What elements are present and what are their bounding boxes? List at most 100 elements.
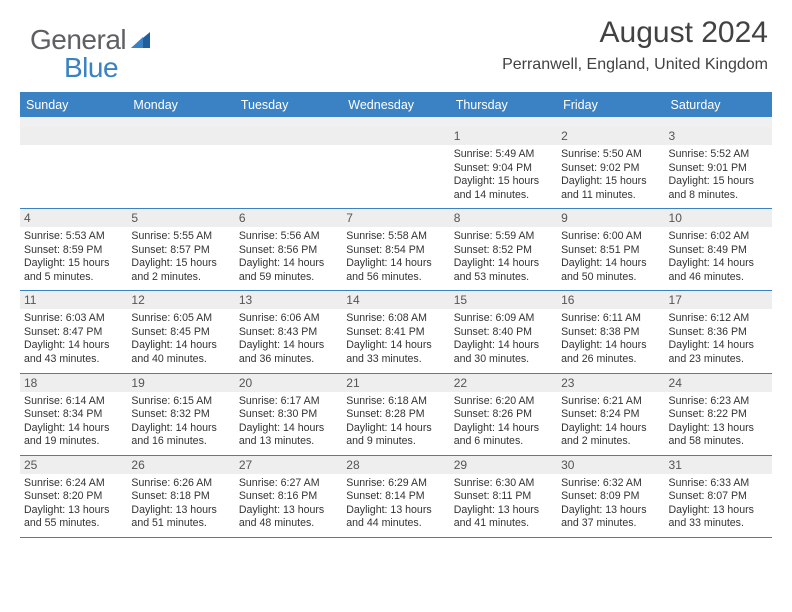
day-number: 15 <box>450 291 557 309</box>
day-body: Sunrise: 6:23 AMSunset: 8:22 PMDaylight:… <box>665 392 772 455</box>
sunrise-text: Sunrise: 6:15 AM <box>131 395 230 409</box>
day-cell: 8Sunrise: 5:59 AMSunset: 8:52 PMDaylight… <box>450 209 557 290</box>
daylight-text-2: and 16 minutes. <box>131 435 230 449</box>
day-body: Sunrise: 6:18 AMSunset: 8:28 PMDaylight:… <box>342 392 449 455</box>
dayname-cell: Thursday <box>450 94 557 117</box>
week-row: 4Sunrise: 5:53 AMSunset: 8:59 PMDaylight… <box>20 208 772 290</box>
sunset-text: Sunset: 8:09 PM <box>561 490 660 504</box>
sunrise-text: Sunrise: 6:29 AM <box>346 477 445 491</box>
day-body: Sunrise: 5:53 AMSunset: 8:59 PMDaylight:… <box>20 227 127 290</box>
sunset-text: Sunset: 8:41 PM <box>346 326 445 340</box>
day-cell: 3Sunrise: 5:52 AMSunset: 9:01 PMDaylight… <box>665 127 772 208</box>
daylight-text-1: Daylight: 14 hours <box>131 339 230 353</box>
daylight-text-2: and 19 minutes. <box>24 435 123 449</box>
sunrise-text: Sunrise: 6:27 AM <box>239 477 338 491</box>
sunrise-text: Sunrise: 6:23 AM <box>669 395 768 409</box>
sunrise-text: Sunrise: 6:26 AM <box>131 477 230 491</box>
sunset-text: Sunset: 8:57 PM <box>131 244 230 258</box>
logo-sail-icon <box>130 30 154 50</box>
sunset-text: Sunset: 8:49 PM <box>669 244 768 258</box>
sunrise-text: Sunrise: 5:50 AM <box>561 148 660 162</box>
daylight-text-2: and 40 minutes. <box>131 353 230 367</box>
day-cell: 2Sunrise: 5:50 AMSunset: 9:02 PMDaylight… <box>557 127 664 208</box>
calendar: SundayMondayTuesdayWednesdayThursdayFrid… <box>20 92 772 538</box>
day-number: 4 <box>20 209 127 227</box>
day-cell: 24Sunrise: 6:23 AMSunset: 8:22 PMDayligh… <box>665 374 772 455</box>
daylight-text-2: and 6 minutes. <box>454 435 553 449</box>
sunset-text: Sunset: 8:14 PM <box>346 490 445 504</box>
sunset-text: Sunset: 8:59 PM <box>24 244 123 258</box>
sunset-text: Sunset: 8:32 PM <box>131 408 230 422</box>
daylight-text-1: Daylight: 14 hours <box>131 422 230 436</box>
day-number: 25 <box>20 456 127 474</box>
sunset-text: Sunset: 8:47 PM <box>24 326 123 340</box>
day-body: Sunrise: 6:21 AMSunset: 8:24 PMDaylight:… <box>557 392 664 455</box>
daylight-text-1: Daylight: 14 hours <box>669 257 768 271</box>
day-number <box>342 127 449 145</box>
daylight-text-1: Daylight: 14 hours <box>454 257 553 271</box>
daylight-text-2: and 44 minutes. <box>346 517 445 531</box>
day-cell: 7Sunrise: 5:58 AMSunset: 8:54 PMDaylight… <box>342 209 449 290</box>
day-body: Sunrise: 6:29 AMSunset: 8:14 PMDaylight:… <box>342 474 449 537</box>
week-row: 1Sunrise: 5:49 AMSunset: 9:04 PMDaylight… <box>20 127 772 208</box>
dayname-cell: Tuesday <box>235 94 342 117</box>
sunrise-text: Sunrise: 5:55 AM <box>131 230 230 244</box>
sunset-text: Sunset: 8:38 PM <box>561 326 660 340</box>
day-body: Sunrise: 5:56 AMSunset: 8:56 PMDaylight:… <box>235 227 342 290</box>
daylight-text-1: Daylight: 13 hours <box>131 504 230 518</box>
day-cell: 19Sunrise: 6:15 AMSunset: 8:32 PMDayligh… <box>127 374 234 455</box>
sunrise-text: Sunrise: 5:49 AM <box>454 148 553 162</box>
day-cell: 29Sunrise: 6:30 AMSunset: 8:11 PMDayligh… <box>450 456 557 537</box>
sunrise-text: Sunrise: 6:09 AM <box>454 312 553 326</box>
day-body: Sunrise: 6:24 AMSunset: 8:20 PMDaylight:… <box>20 474 127 537</box>
daylight-text-1: Daylight: 15 hours <box>24 257 123 271</box>
daylight-text-2: and 8 minutes. <box>669 189 768 203</box>
sunset-text: Sunset: 8:45 PM <box>131 326 230 340</box>
daylight-text-2: and 51 minutes. <box>131 517 230 531</box>
day-cell: 17Sunrise: 6:12 AMSunset: 8:36 PMDayligh… <box>665 291 772 372</box>
daylight-text-1: Daylight: 14 hours <box>239 339 338 353</box>
day-cell: 5Sunrise: 5:55 AMSunset: 8:57 PMDaylight… <box>127 209 234 290</box>
day-number <box>20 127 127 145</box>
page-title: August 2024 <box>600 16 768 50</box>
sunrise-text: Sunrise: 6:02 AM <box>669 230 768 244</box>
daylight-text-1: Daylight: 14 hours <box>454 422 553 436</box>
day-body: Sunrise: 6:17 AMSunset: 8:30 PMDaylight:… <box>235 392 342 455</box>
logo: General Blue <box>30 24 126 56</box>
day-cell: 15Sunrise: 6:09 AMSunset: 8:40 PMDayligh… <box>450 291 557 372</box>
day-body: Sunrise: 5:55 AMSunset: 8:57 PMDaylight:… <box>127 227 234 290</box>
day-body: Sunrise: 6:32 AMSunset: 8:09 PMDaylight:… <box>557 474 664 537</box>
day-number: 7 <box>342 209 449 227</box>
dayname-cell: Wednesday <box>342 94 449 117</box>
sunrise-text: Sunrise: 6:20 AM <box>454 395 553 409</box>
day-cell: 26Sunrise: 6:26 AMSunset: 8:18 PMDayligh… <box>127 456 234 537</box>
logo-text-blue: Blue <box>64 52 118 84</box>
sunset-text: Sunset: 8:56 PM <box>239 244 338 258</box>
sunrise-text: Sunrise: 6:00 AM <box>561 230 660 244</box>
day-cell: 12Sunrise: 6:05 AMSunset: 8:45 PMDayligh… <box>127 291 234 372</box>
daylight-text-2: and 2 minutes. <box>131 271 230 285</box>
sunrise-text: Sunrise: 6:05 AM <box>131 312 230 326</box>
location-subtitle: Perranwell, England, United Kingdom <box>502 56 768 74</box>
day-cell: 11Sunrise: 6:03 AMSunset: 8:47 PMDayligh… <box>20 291 127 372</box>
day-cell: 1Sunrise: 5:49 AMSunset: 9:04 PMDaylight… <box>450 127 557 208</box>
day-cell: 16Sunrise: 6:11 AMSunset: 8:38 PMDayligh… <box>557 291 664 372</box>
sunset-text: Sunset: 8:34 PM <box>24 408 123 422</box>
day-cell: 27Sunrise: 6:27 AMSunset: 8:16 PMDayligh… <box>235 456 342 537</box>
daylight-text-2: and 2 minutes. <box>561 435 660 449</box>
dayname-row: SundayMondayTuesdayWednesdayThursdayFrid… <box>20 94 772 117</box>
sunset-text: Sunset: 8:36 PM <box>669 326 768 340</box>
day-cell: 22Sunrise: 6:20 AMSunset: 8:26 PMDayligh… <box>450 374 557 455</box>
sunset-text: Sunset: 8:26 PM <box>454 408 553 422</box>
daylight-text-2: and 58 minutes. <box>669 435 768 449</box>
day-number: 23 <box>557 374 664 392</box>
day-number: 31 <box>665 456 772 474</box>
daylight-text-1: Daylight: 15 hours <box>669 175 768 189</box>
day-body: Sunrise: 5:50 AMSunset: 9:02 PMDaylight:… <box>557 145 664 208</box>
sunset-text: Sunset: 8:54 PM <box>346 244 445 258</box>
day-body: Sunrise: 6:14 AMSunset: 8:34 PMDaylight:… <box>20 392 127 455</box>
day-body <box>235 145 342 207</box>
empty-cell <box>127 127 234 208</box>
day-number: 3 <box>665 127 772 145</box>
daylight-text-1: Daylight: 14 hours <box>239 422 338 436</box>
